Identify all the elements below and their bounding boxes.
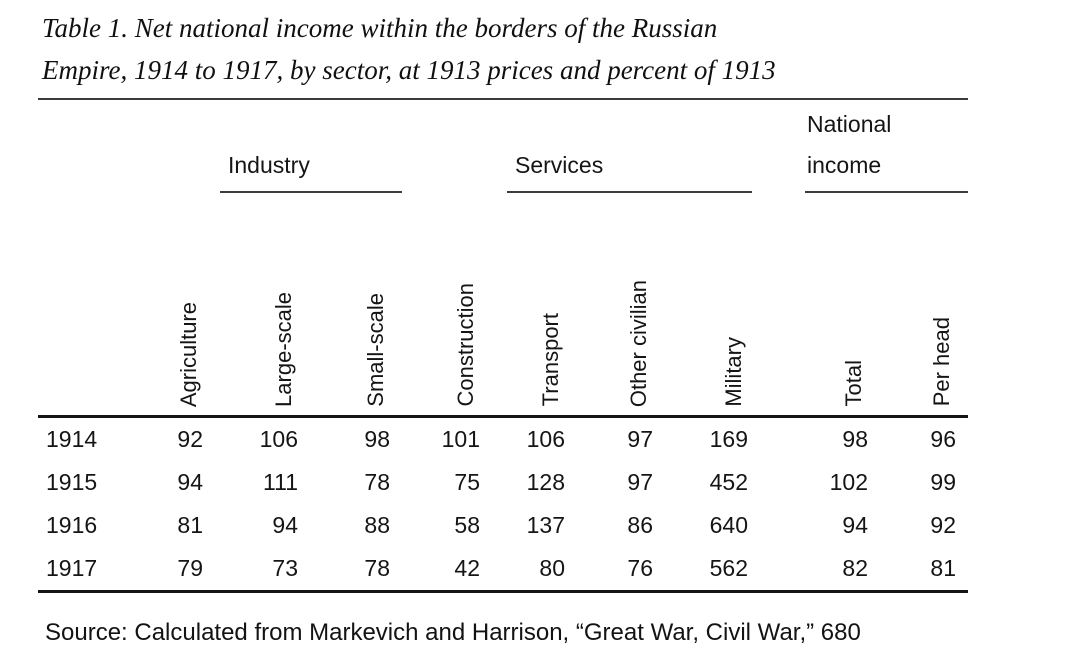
value-cell: 76 [627,554,653,581]
row-year: 1914 [46,425,98,452]
group-header-services: Services [507,100,752,193]
value-cell: 562 [709,554,748,581]
value-cell: 102 [829,468,868,495]
value-cell: 452 [709,468,748,495]
value-cell: 92 [930,511,956,538]
group-header-row: Industry Services National income [38,100,968,193]
value-cell: 97 [627,425,653,452]
column-header-row: Agriculture Large-scale Small-scale Cons… [38,193,968,415]
value-cell: 88 [364,511,390,538]
value-cell: 58 [454,511,480,538]
column-header-other-civilian: Other civilian [577,193,665,415]
column-header-agriculture: Agriculture [133,193,215,415]
value-cell: 96 [930,425,956,452]
column-header-label: Large-scale [270,291,296,407]
column-header-small-scale: Small-scale [310,193,402,415]
column-header-label: Other civilian [625,279,651,407]
column-header-label: Construction [452,283,478,407]
value-cell: 98 [842,425,868,452]
value-cell: 82 [842,554,868,581]
group-label-services: Services [515,152,604,179]
row-year: 1916 [46,511,98,538]
value-cell: 92 [177,425,203,452]
column-header-label: Agriculture [175,301,201,407]
header-separator-rule [38,414,968,418]
table: Industry Services National income Agricu… [38,97,968,593]
column-header-label: Per head [928,317,954,407]
value-cell: 99 [930,468,956,495]
group-spacer [38,100,215,193]
column-header-spacer [38,193,133,415]
column-header-military: Military [665,193,760,415]
table-title-line1: Table 1. Net national income within the … [42,13,718,43]
value-cell: 94 [842,511,868,538]
value-cell: 75 [454,468,480,495]
column-header-label: Small-scale [362,292,388,407]
column-header-per-head: Per head [880,193,968,415]
column-header-label: Transport [537,313,563,407]
value-cell: 106 [526,425,565,452]
source-note: Source: Calculated from Markevich and Ha… [45,618,861,646]
value-cell: 98 [364,425,390,452]
row-year: 1915 [46,468,98,495]
table-row: 1915 94 111 78 75 128 97 452 102 99 [38,461,968,504]
column-header-total: Total [760,193,880,415]
table-row: 1917 79 73 78 42 80 76 562 82 81 [38,547,968,590]
value-cell: 137 [526,511,565,538]
table-title: Table 1. Net national income within the … [42,8,1070,92]
value-cell: 78 [364,554,390,581]
value-cell: 94 [177,468,203,495]
value-cell: 80 [539,554,565,581]
value-cell: 106 [259,425,298,452]
value-cell: 94 [272,511,298,538]
value-cell: 111 [263,468,298,495]
value-cell: 128 [526,468,565,495]
group-label-national-income: National income [807,110,892,179]
value-cell: 79 [177,554,203,581]
value-cell: 640 [709,511,748,538]
group-label-industry: Industry [228,152,310,179]
value-cell: 101 [441,425,480,452]
value-cell: 42 [454,554,480,581]
value-cell: 97 [627,468,653,495]
group-header-industry: Industry [220,100,402,193]
column-header-construction: Construction [402,193,492,415]
group-spacer [402,100,492,193]
column-header-large-scale: Large-scale [215,193,310,415]
column-header-label: Military [720,337,746,407]
row-year: 1917 [46,554,98,581]
value-cell: 73 [272,554,298,581]
value-cell: 78 [364,468,390,495]
value-cell: 169 [709,425,748,452]
value-cell: 86 [627,511,653,538]
column-header-transport: Transport [492,193,577,415]
table-title-line2: Empire, 1914 to 1917, by sector, at 1913… [42,54,776,85]
table-row: 1914 92 106 98 101 106 97 169 98 96 [38,418,968,461]
table-row: 1916 81 94 88 58 137 86 640 94 92 [38,504,968,547]
group-header-national-income: National income [805,100,968,193]
table-top-rule [38,97,968,100]
column-header-label: Total [840,360,866,407]
value-cell: 81 [177,511,203,538]
table-bottom-rule [38,589,968,593]
value-cell: 81 [930,554,956,581]
